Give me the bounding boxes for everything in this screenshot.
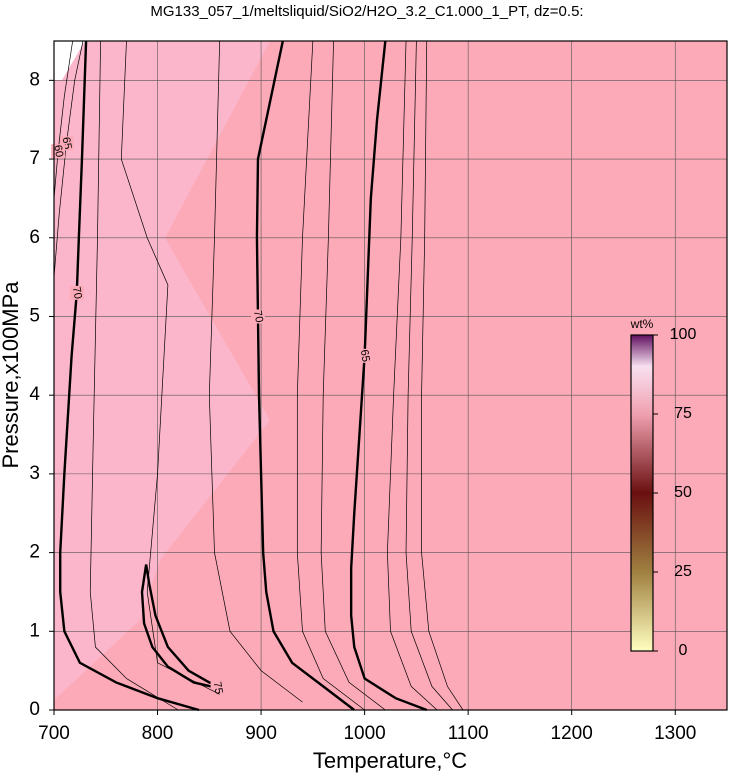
y-tick-label: 3	[29, 463, 40, 484]
contour-line	[89, 40, 179, 711]
contour-label: 70	[70, 286, 84, 300]
y-tick-label: 1	[29, 620, 40, 641]
y-tick-label: 0	[29, 699, 40, 720]
y-tick-label: 8	[29, 69, 40, 90]
colorbar-tick-label: 100	[670, 326, 697, 343]
y-tick-label: 6	[29, 227, 40, 248]
contour-label: 70	[251, 309, 265, 323]
contour-line	[296, 40, 365, 711]
contour-line	[387, 40, 438, 711]
x-tick-label: 1300	[654, 723, 696, 744]
x-axis-label: Temperature,°C	[313, 748, 467, 773]
colorbar-label: wt%	[630, 317, 654, 331]
contour-label: 60	[51, 144, 65, 158]
contour-line	[255, 40, 355, 711]
contour-label: 65	[358, 349, 372, 363]
contour-label-bg	[357, 348, 372, 363]
contour-line	[120, 40, 220, 695]
chart-title: MG133_057_1/meltsliquid/SiO2/H2O_3.2_C1.…	[150, 3, 583, 20]
y-tick-label: 2	[29, 542, 40, 563]
colorbar-tick-label: 0	[679, 642, 688, 659]
y-tick-label: 4	[29, 384, 40, 405]
contour-line	[53, 40, 73, 199]
contour-line	[59, 40, 200, 712]
contour-label-bg	[51, 144, 66, 159]
x-tick-label: 900	[245, 723, 277, 744]
x-tick-label: 1000	[343, 723, 385, 744]
plot-frame	[53, 40, 728, 711]
contour-line	[349, 40, 428, 712]
y-axis-label: Pressure,x100MPa	[0, 281, 23, 469]
light-region	[54, 41, 270, 700]
contour-label-bg	[250, 309, 265, 324]
x-tick-label: 700	[38, 723, 70, 744]
contour-line	[320, 40, 386, 711]
contour-line	[208, 40, 303, 703]
x-tick-label: 1200	[551, 723, 593, 744]
y-tick-label: 5	[29, 305, 40, 326]
colorbar	[630, 334, 654, 652]
contour-line	[421, 40, 464, 711]
contour-line	[405, 40, 453, 711]
colorbar-tick-label: 75	[674, 405, 692, 422]
y-tick-label: 7	[29, 148, 40, 169]
contour-label-bg	[69, 285, 84, 300]
colorbar-tick-label: 25	[674, 563, 692, 580]
x-tick-label: 1100	[448, 723, 489, 744]
colorbar-tick-label: 50	[674, 484, 692, 501]
x-tick-label: 800	[142, 723, 174, 744]
